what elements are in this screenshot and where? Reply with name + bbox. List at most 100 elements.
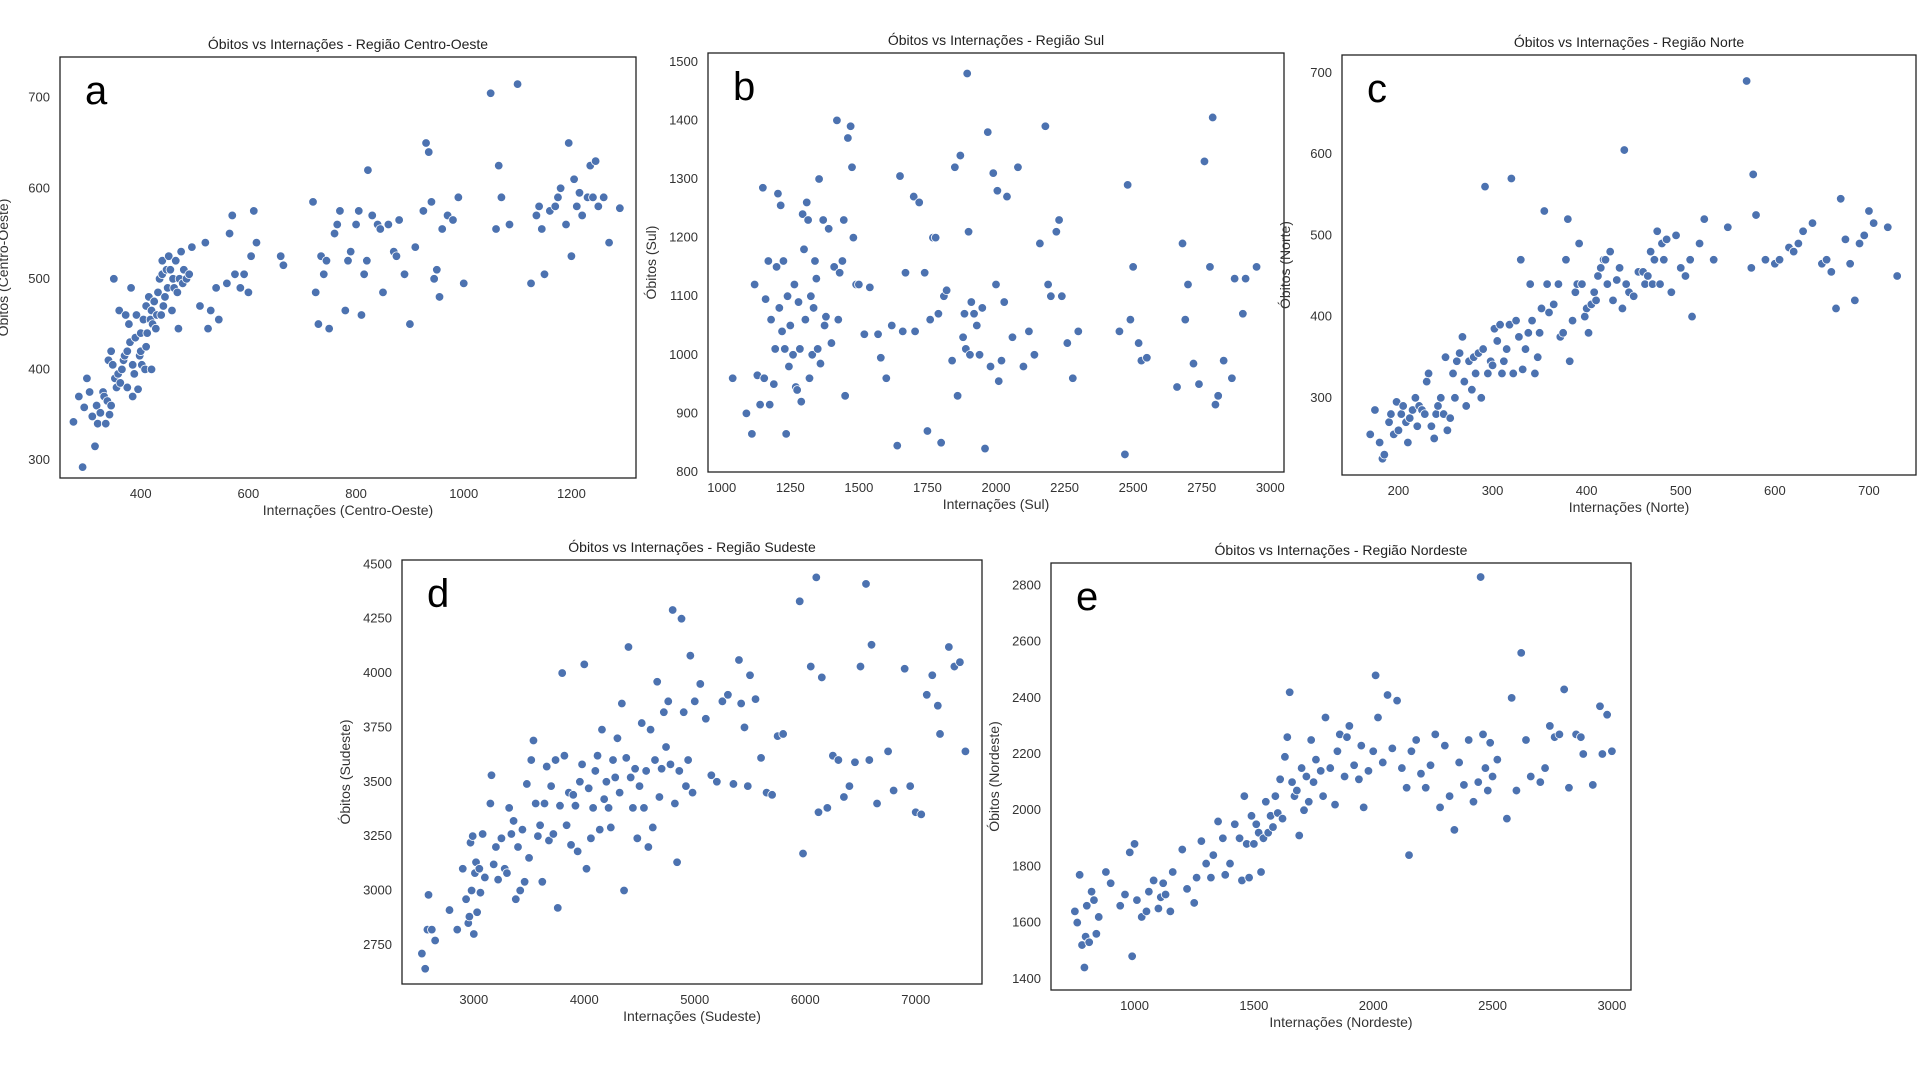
data-point [955, 150, 966, 161]
data-point [1282, 732, 1292, 742]
data-point [992, 186, 1003, 196]
data-point [1516, 648, 1526, 658]
data-point [959, 309, 970, 319]
data-point [206, 305, 216, 316]
data-point [432, 265, 442, 275]
data-point [654, 792, 665, 802]
data-point [176, 246, 186, 257]
data-point [784, 361, 794, 372]
data-point [122, 382, 132, 393]
data-point [1094, 912, 1104, 922]
data-point [561, 219, 571, 230]
data-point [712, 777, 722, 787]
data-point [1525, 279, 1535, 289]
data-point [665, 759, 676, 770]
data-point [427, 924, 437, 935]
data-point [741, 408, 752, 419]
data-point [469, 929, 479, 939]
y-tick-label: 500 [1310, 227, 1332, 242]
data-point [332, 219, 342, 230]
data-point [1062, 338, 1073, 348]
x-tick-label: 500 [1670, 483, 1692, 498]
x-tick-label: 3000 [459, 992, 488, 1007]
data-point [485, 88, 496, 98]
data-point [807, 350, 817, 360]
data-point [795, 344, 805, 354]
data-point [437, 224, 447, 234]
data-point [452, 924, 462, 935]
y-tick-label: 600 [1310, 146, 1332, 161]
data-point [1387, 743, 1398, 754]
data-point [1461, 401, 1471, 411]
data-point [1666, 287, 1677, 297]
data-point [1831, 303, 1841, 314]
data-point [1608, 295, 1618, 306]
data-point [1079, 962, 1090, 973]
data-point [1520, 344, 1531, 354]
y-tick-label: 2000 [1012, 802, 1041, 817]
data-point [1445, 413, 1455, 423]
data-point [488, 859, 499, 870]
data-point [1694, 238, 1705, 249]
data-point [1450, 393, 1460, 403]
data-point [1836, 194, 1846, 204]
data-point [1284, 687, 1295, 697]
data-point [383, 219, 394, 230]
data-point [802, 197, 812, 208]
x-tick-label: 1000 [707, 480, 736, 495]
data-point [1533, 352, 1543, 362]
data-point [606, 822, 616, 833]
x-tick-label: 2000 [982, 480, 1011, 495]
data-point [810, 256, 820, 266]
data-point [1760, 255, 1771, 265]
data-point [916, 809, 926, 820]
y-tick-label: 700 [28, 90, 50, 105]
data-point [1194, 379, 1204, 389]
data-point [1655, 279, 1665, 289]
data-point [546, 781, 556, 791]
data-point [1132, 895, 1142, 905]
data-point [1699, 214, 1709, 224]
data-point [127, 391, 138, 402]
data-point [1605, 246, 1615, 257]
data-point [1125, 847, 1135, 858]
data-point [550, 201, 560, 212]
data-point [1540, 763, 1550, 773]
data-point [811, 273, 822, 284]
data-point [1105, 878, 1116, 888]
data-point [1158, 878, 1168, 888]
data-point [1892, 271, 1902, 281]
data-point [1251, 819, 1261, 829]
data-point [211, 283, 221, 293]
data-point [114, 305, 124, 316]
data-point [1774, 255, 1785, 265]
plot-frame [707, 52, 1285, 473]
data-point [821, 312, 831, 322]
data-point [480, 872, 490, 883]
data-point [1128, 262, 1138, 272]
y-tick-label: 600 [28, 180, 50, 195]
data-point [1393, 425, 1404, 436]
x-tick-label: 600 [238, 486, 260, 501]
data-point [1210, 399, 1221, 410]
data-point [1318, 791, 1328, 801]
data-point [1018, 361, 1029, 372]
data-point [595, 824, 605, 835]
data-point [224, 228, 235, 239]
data-point [1365, 429, 1375, 440]
data-point [1308, 777, 1319, 787]
data-point [1256, 867, 1266, 877]
data-point [239, 269, 249, 279]
data-point [795, 596, 805, 607]
data-point [839, 215, 849, 225]
data-point [833, 314, 843, 325]
data-point [539, 798, 550, 809]
data-point [491, 842, 501, 852]
data-point [227, 210, 237, 221]
data-point [1508, 368, 1518, 379]
data-point [1821, 255, 1832, 265]
panel-letter: d [427, 572, 449, 616]
data-point [690, 696, 700, 707]
data-point [815, 358, 826, 369]
y-tick-label: 1400 [669, 112, 698, 127]
